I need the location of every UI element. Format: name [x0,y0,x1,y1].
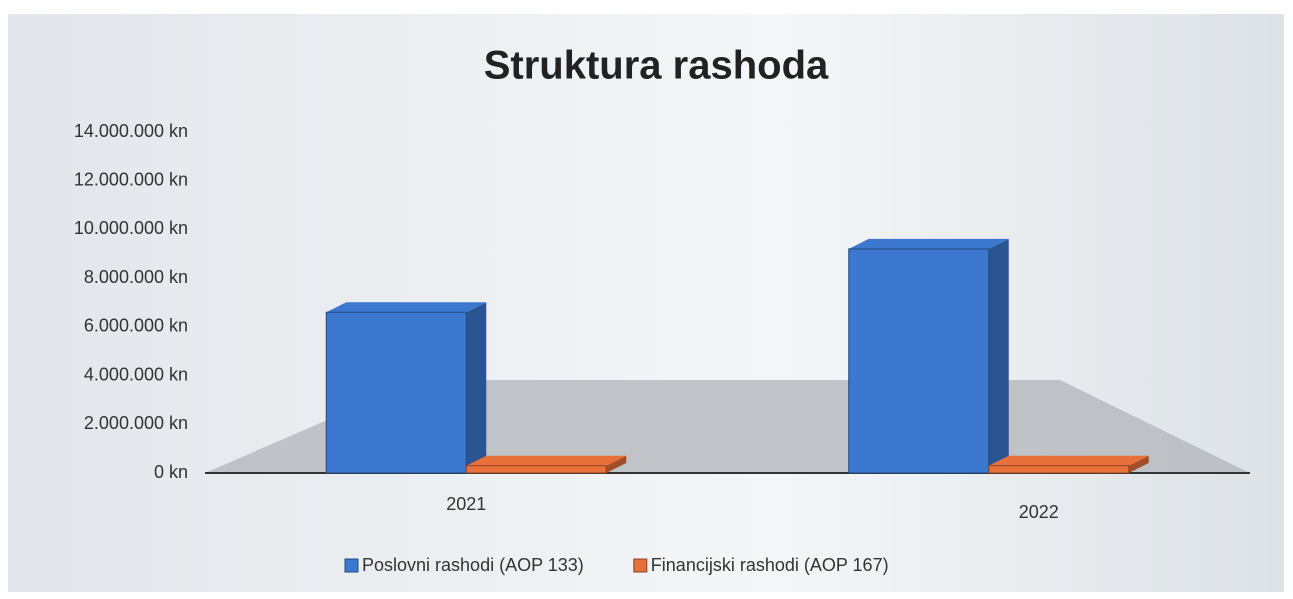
bar [465,465,607,474]
y-tick-label: 0 kn [154,462,188,482]
y-tick-label: 10.000.000 kn [74,218,188,238]
bar-top [988,455,1149,466]
legend-label: Financijski rashodi (AOP 167) [651,555,889,575]
x-tick-label: 2022 [1019,502,1059,522]
bar [848,248,990,474]
bar-top [326,302,487,313]
y-tick-label: 8.000.000 kn [84,267,188,287]
x-tick-label: 2021 [446,494,486,514]
legend-label: Poslovni rashodi (AOP 133) [362,555,584,575]
chart-background [8,14,1284,592]
y-tick-label: 4.000.000 kn [84,364,188,384]
y-tick-label: 14.000.000 kn [74,121,188,141]
bar-side [1128,455,1149,473]
bar [325,311,467,474]
bar [988,465,1130,474]
bar-side [606,455,627,473]
y-tick-label: 6.000.000 kn [84,316,188,336]
bar-top [466,455,627,466]
y-tick-label: 2.000.000 kn [84,413,188,433]
legend-swatch [344,558,359,573]
bar-top [848,238,1009,249]
bar-side [988,238,1009,473]
y-tick-label: 12.000.000 kn [74,169,188,189]
legend-swatch [633,558,648,573]
bar-side [466,302,487,473]
chart-title: Struktura rashoda [484,44,829,88]
